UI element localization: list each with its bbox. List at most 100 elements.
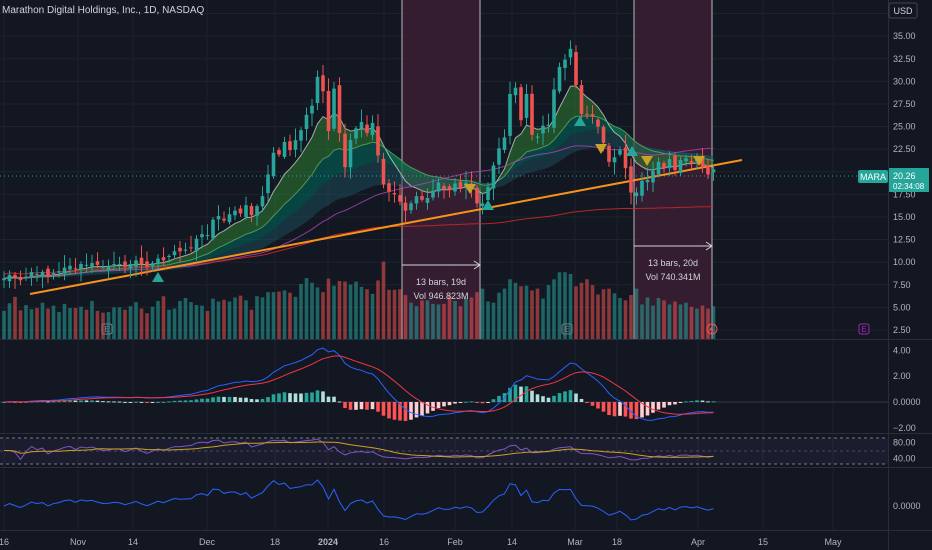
measure-annotation-1[interactable]: 13 bars, 19d Vol 946.823M (402, 260, 481, 301)
volume-bar (40, 302, 45, 339)
volume-bar (629, 295, 633, 339)
macd-histogram-bar (84, 400, 89, 402)
macd-histogram-bar (651, 402, 655, 413)
earnings-marker[interactable]: E (561, 323, 573, 335)
candle (524, 84, 529, 126)
price-axis-tick-label: 10.00 (893, 257, 916, 267)
macd-histogram-bar (552, 395, 556, 402)
volume-bar (343, 281, 347, 339)
macd-histogram-bar (57, 401, 61, 403)
annotation-volume-text: Vol 740.341M (645, 272, 700, 282)
volume-bar (365, 289, 369, 339)
time-axis-tick-label: 18 (612, 537, 622, 547)
candle (18, 270, 23, 286)
volume-bar (35, 307, 39, 339)
macd-histogram-bar (579, 398, 584, 402)
sell-triangle-marker (595, 144, 607, 154)
candle (387, 178, 391, 202)
candle (90, 254, 94, 273)
candle (420, 190, 424, 202)
earnings-marker[interactable]: E (858, 323, 870, 335)
volume-bar (24, 305, 28, 339)
macd-histogram-bar (695, 400, 699, 402)
volume-bar (541, 298, 545, 339)
candle (51, 269, 56, 280)
candle (513, 82, 518, 104)
buy-triangle-marker (152, 272, 164, 282)
volume-bar (370, 293, 375, 339)
price-axis-tick-label: 25.00 (893, 122, 916, 132)
volume-bar (409, 302, 413, 339)
price-axis-tick-label: 30.00 (893, 76, 916, 86)
macd-histogram-bar (568, 390, 573, 402)
macd-histogram-bar (255, 399, 259, 402)
svg-text:E: E (564, 325, 569, 334)
macd-histogram-bar (271, 394, 276, 402)
candle (376, 114, 380, 163)
candle (508, 81, 512, 145)
time-axis-tick-label: 16 (0, 537, 9, 547)
macd-histogram-bar (288, 393, 292, 402)
macd-histogram-bar (68, 400, 72, 402)
candle (541, 115, 545, 146)
volume-bar (145, 313, 149, 339)
macd-histogram-bar (128, 401, 133, 403)
dividend-lightning-icon[interactable] (706, 323, 718, 335)
volume-bar (238, 295, 243, 339)
candle (321, 65, 325, 104)
time-axis[interactable]: 16 Nov 14 Dec 18 2024 16 Feb 14 Mar 18 Apr 15 May (0, 537, 842, 547)
volume-bar (585, 279, 589, 339)
macd-histogram-bar (656, 402, 661, 410)
volume-bar (200, 305, 204, 339)
macd-histogram-bar (238, 397, 243, 402)
volume-bar (244, 300, 248, 339)
measure-annotation-2[interactable]: 13 bars, 20d Vol 740.341M (634, 241, 713, 282)
volume-bar (684, 302, 688, 339)
volume-bar (13, 296, 17, 339)
macd-pane (0, 347, 888, 421)
orange-trendline[interactable] (29, 159, 743, 295)
svg-text:MARA: MARA (860, 172, 886, 182)
macd-histogram-bar (513, 384, 518, 402)
macd-histogram-bar (563, 391, 567, 402)
candle (634, 187, 639, 205)
currency-label[interactable]: USD (888, 2, 918, 19)
macd-histogram-bar (326, 396, 331, 402)
candle (189, 235, 193, 253)
volume-bar (266, 292, 270, 339)
macd-histogram-bar (706, 401, 710, 403)
candle (480, 193, 485, 215)
macd-histogram-bar (662, 402, 666, 408)
macd-histogram-bar (183, 400, 188, 402)
macd-histogram-bar (189, 400, 193, 402)
oscillator-pane (3, 479, 714, 521)
volume-bar (194, 305, 199, 339)
candle (128, 259, 133, 279)
candle (568, 40, 573, 66)
volume-bar (662, 300, 666, 339)
volume-bar (634, 288, 639, 339)
volume-bar (84, 309, 89, 339)
volume-bar (579, 282, 584, 339)
candle (40, 269, 45, 289)
macd-histogram-bar (667, 402, 672, 406)
volume-bar (172, 308, 177, 339)
candle (343, 123, 347, 178)
candle (277, 147, 281, 158)
volume-bar (101, 312, 105, 339)
macd-histogram-bar (172, 400, 177, 402)
candle (326, 78, 331, 140)
sell-triangle-marker (464, 184, 476, 194)
volume-bar (161, 296, 166, 339)
earnings-marker[interactable]: E (101, 323, 113, 335)
candle (596, 117, 600, 134)
volume-bar (420, 300, 424, 339)
candle (79, 261, 83, 282)
macd-histogram-bar (161, 401, 166, 403)
volume-bar (57, 312, 61, 339)
price-axis-tick-label: 22.50 (893, 144, 916, 154)
candle (13, 272, 17, 289)
candle (640, 172, 644, 202)
svg-text:20.26: 20.26 (893, 171, 916, 181)
